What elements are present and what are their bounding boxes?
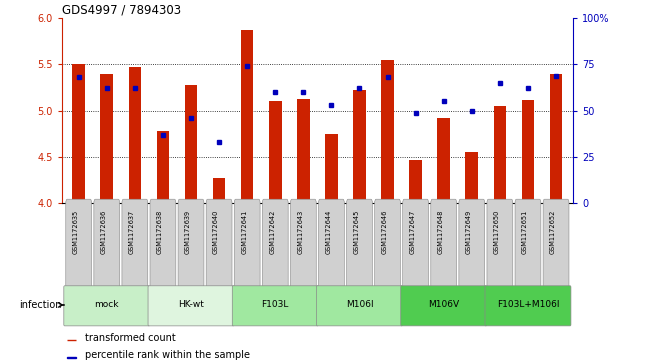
Text: GSM1172640: GSM1172640 <box>213 210 219 254</box>
FancyBboxPatch shape <box>318 199 344 289</box>
Bar <box>67 357 76 358</box>
Bar <box>493 106 506 203</box>
FancyBboxPatch shape <box>401 286 487 326</box>
Text: GSM1172648: GSM1172648 <box>437 210 444 254</box>
Text: GDS4997 / 7894303: GDS4997 / 7894303 <box>62 4 181 17</box>
FancyBboxPatch shape <box>66 199 92 289</box>
FancyBboxPatch shape <box>431 199 456 289</box>
FancyBboxPatch shape <box>150 199 176 289</box>
FancyBboxPatch shape <box>234 199 260 289</box>
FancyBboxPatch shape <box>374 199 400 289</box>
Bar <box>521 99 534 203</box>
Text: GSM1172643: GSM1172643 <box>298 210 303 254</box>
Bar <box>213 178 225 203</box>
FancyBboxPatch shape <box>64 286 150 326</box>
FancyBboxPatch shape <box>178 199 204 289</box>
FancyBboxPatch shape <box>403 199 428 289</box>
Text: GSM1172638: GSM1172638 <box>157 210 163 254</box>
FancyBboxPatch shape <box>543 199 569 289</box>
Bar <box>549 74 562 203</box>
Text: GSM1172639: GSM1172639 <box>185 210 191 254</box>
Bar <box>409 160 422 203</box>
FancyBboxPatch shape <box>459 199 485 289</box>
FancyBboxPatch shape <box>515 199 541 289</box>
Bar <box>185 85 197 203</box>
Text: M106I: M106I <box>346 301 373 310</box>
Bar <box>100 74 113 203</box>
Bar <box>353 90 366 203</box>
FancyBboxPatch shape <box>290 199 316 289</box>
Bar <box>269 102 282 203</box>
FancyBboxPatch shape <box>148 286 234 326</box>
Bar <box>297 99 310 203</box>
Bar <box>325 134 338 203</box>
FancyBboxPatch shape <box>485 286 571 326</box>
Text: GSM1172644: GSM1172644 <box>326 210 331 254</box>
Text: GSM1172647: GSM1172647 <box>409 210 415 254</box>
Text: F103L+M106I: F103L+M106I <box>497 301 559 310</box>
Text: GSM1172635: GSM1172635 <box>73 210 79 254</box>
Text: HK-wt: HK-wt <box>178 301 204 310</box>
Text: GSM1172641: GSM1172641 <box>241 210 247 254</box>
Text: M106V: M106V <box>428 301 459 310</box>
Text: GSM1172642: GSM1172642 <box>270 210 275 254</box>
Bar <box>437 118 450 203</box>
Bar <box>72 65 85 203</box>
FancyBboxPatch shape <box>206 199 232 289</box>
Bar <box>465 152 478 203</box>
FancyBboxPatch shape <box>94 199 120 289</box>
Text: GSM1172646: GSM1172646 <box>381 210 387 254</box>
Text: GSM1172636: GSM1172636 <box>101 210 107 254</box>
FancyBboxPatch shape <box>487 199 513 289</box>
Text: GSM1172652: GSM1172652 <box>550 210 556 254</box>
Text: GSM1172650: GSM1172650 <box>494 210 500 254</box>
Text: F103L: F103L <box>262 301 289 310</box>
Text: mock: mock <box>94 301 119 310</box>
FancyBboxPatch shape <box>346 199 372 289</box>
Text: GSM1172649: GSM1172649 <box>466 210 472 254</box>
Bar <box>381 60 394 203</box>
Text: transformed count: transformed count <box>85 333 176 343</box>
Text: GSM1172645: GSM1172645 <box>353 210 359 254</box>
FancyBboxPatch shape <box>316 286 402 326</box>
FancyBboxPatch shape <box>232 286 318 326</box>
FancyBboxPatch shape <box>122 199 148 289</box>
Text: GSM1172637: GSM1172637 <box>129 210 135 254</box>
Bar <box>157 131 169 203</box>
FancyBboxPatch shape <box>262 199 288 289</box>
Bar <box>128 67 141 203</box>
Text: percentile rank within the sample: percentile rank within the sample <box>85 350 250 360</box>
Bar <box>241 30 253 203</box>
Text: GSM1172651: GSM1172651 <box>522 210 528 254</box>
Text: infection: infection <box>19 300 61 310</box>
